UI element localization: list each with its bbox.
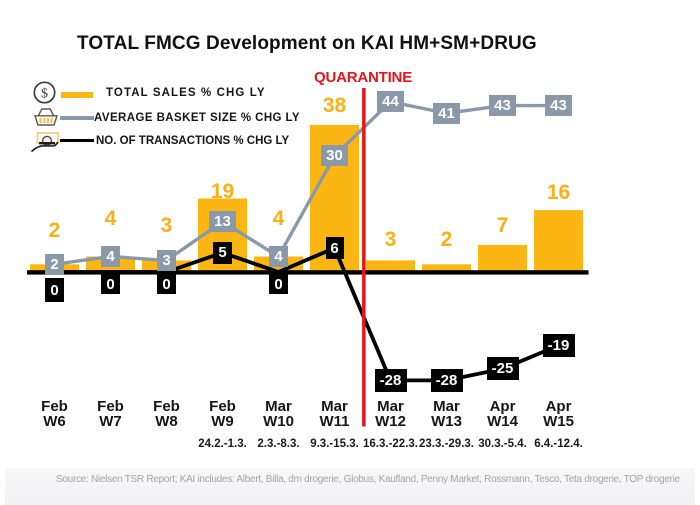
svg-text:$: $ <box>41 87 48 102</box>
